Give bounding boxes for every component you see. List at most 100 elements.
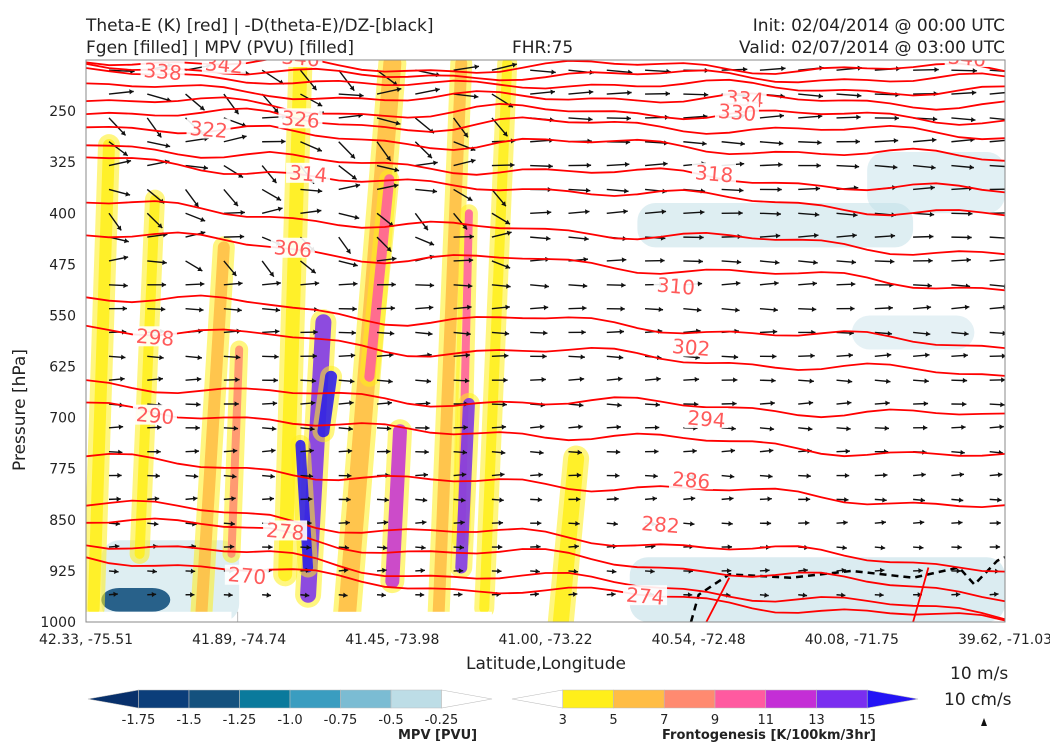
wind-vector-head — [311, 85, 317, 91]
wind-vector-head — [304, 592, 310, 598]
y-tick-label: 550 — [49, 308, 76, 324]
colorbar-swatch — [765, 689, 817, 709]
theta-e-contour — [86, 62, 1005, 84]
wind-vector-head — [347, 473, 352, 479]
wind-vector-head — [159, 354, 164, 361]
wind-vector-head — [613, 521, 618, 527]
theta-e-contour-label: 302 — [671, 334, 711, 361]
wind-vector-head — [999, 424, 1004, 430]
init-time: Init: 02/04/2014 @ 00:00 UTC — [752, 16, 1005, 36]
fgen-fill-core — [385, 424, 407, 589]
wind-vector-head — [122, 151, 128, 156]
wind-vector-head — [813, 232, 819, 239]
wind-vector-head — [1000, 402, 1005, 408]
wind-vector-head — [313, 329, 318, 335]
wind-vector-head — [934, 67, 939, 73]
wind-vector-head — [818, 93, 824, 99]
wind-vector-head — [551, 69, 556, 75]
wind-vector-head — [543, 330, 548, 336]
y-tick-label: 775 — [49, 462, 76, 478]
wind-vector-head — [653, 473, 658, 479]
wind-vector-head — [665, 91, 670, 97]
wind-vector-head — [534, 591, 540, 597]
wind-vector-head — [193, 473, 199, 479]
wind-vector-head — [388, 352, 394, 358]
wind-vector-head — [581, 329, 586, 335]
fgen-fill-core — [317, 370, 338, 438]
wind-vector-head — [537, 520, 542, 526]
wind-vector-head — [314, 280, 320, 287]
wind-vector-head — [931, 164, 936, 170]
wind-vector-head — [620, 306, 625, 312]
wind-vector-head — [497, 544, 503, 550]
wind-vector-head — [810, 353, 815, 359]
wind-vector-head — [698, 258, 703, 264]
wind-vector-head — [925, 352, 930, 358]
wind-vector-head — [423, 472, 428, 478]
wind-vector-head — [420, 568, 425, 574]
wind-vector-head — [384, 497, 389, 503]
wind-vector-head — [624, 188, 629, 194]
wind-vector-head — [394, 167, 400, 173]
wind-vector-head — [885, 400, 890, 406]
wind-vector-head — [582, 283, 588, 289]
wind-vector-head — [856, 92, 862, 99]
wind-vector-head — [116, 496, 121, 502]
wind-vector-head — [584, 209, 590, 215]
wind-vector-head — [390, 305, 396, 311]
theta-e-contour — [912, 567, 930, 622]
wind-vector-head — [541, 377, 546, 383]
wind-vector-head — [921, 472, 926, 478]
wind-vector-head — [699, 209, 705, 215]
wind-vector-head — [158, 376, 163, 382]
wind-vector-head — [583, 256, 588, 263]
wind-vector-head — [424, 449, 429, 455]
colorbar-swatch — [714, 689, 767, 709]
wind-vector-head — [582, 305, 587, 311]
wind-vector-head — [928, 258, 933, 264]
wind-vector-head — [856, 114, 861, 120]
wind-vector — [989, 139, 1005, 143]
wind-vector-head — [729, 473, 735, 479]
wind-vector-head — [879, 592, 884, 598]
colorbar-swatch — [663, 689, 716, 709]
wind-vector-head — [696, 307, 702, 313]
wind-vector-head — [846, 400, 852, 406]
wind-vector-head — [467, 283, 473, 289]
wind-vector-head — [548, 163, 553, 169]
wind-vector-head — [768, 473, 773, 479]
x-ticks: 42.33, -75.51 41.89, -74.74 41.45, -73.98 4… — [39, 632, 1050, 648]
wind-vector-head — [586, 162, 592, 168]
wind-vector-head — [887, 330, 893, 337]
y-tick-label: 325 — [49, 155, 76, 171]
wind-vector — [989, 284, 1005, 288]
colorbar-tick-label: 11 — [757, 713, 774, 728]
wind-vector-head — [232, 448, 238, 454]
theta-e-contour — [86, 96, 1005, 126]
wind-vector-head — [497, 568, 502, 574]
wind-vector-head — [536, 544, 541, 550]
wind-vector-head — [627, 90, 632, 96]
wind-vector-head — [502, 131, 508, 137]
wind-vector-head — [194, 448, 199, 454]
wind-vector-head — [359, 92, 364, 99]
wind-vector-head — [465, 352, 471, 358]
wind-vector-head — [702, 140, 707, 147]
wind-vector-head — [458, 592, 463, 598]
wind-vector — [989, 117, 1005, 121]
wind-vector-head — [539, 450, 544, 456]
wind-vector-head — [238, 281, 243, 287]
wind-vector-head — [852, 212, 858, 218]
wind-vector-head — [728, 521, 733, 527]
wind-vector-head — [165, 143, 171, 149]
terrain-mask — [269, 611, 492, 622]
colorbar-tick-label: 5 — [609, 713, 617, 728]
wind-vector-head — [840, 592, 846, 598]
wind-vector-head — [576, 496, 581, 502]
wind-vector-head — [774, 280, 779, 286]
wind-vector-head — [382, 545, 388, 551]
wind-vector-head — [382, 567, 387, 573]
wind-vector-head — [778, 162, 783, 168]
wind-vector-head — [957, 544, 962, 550]
theta-e-contour — [86, 499, 1005, 573]
